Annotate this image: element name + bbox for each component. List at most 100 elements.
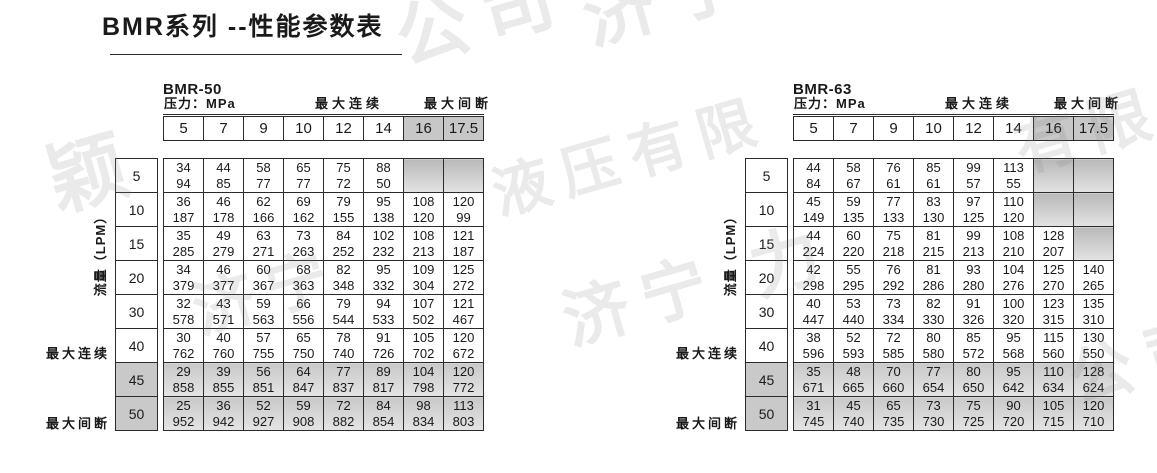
value-bottom: 363 <box>292 277 315 293</box>
value-top: 81 <box>926 227 941 243</box>
data-grid: 34 94 44 85 58 77 65 77 75 72 88 50 36 187 46 178 62 166 6… <box>163 158 484 431</box>
value-top: 99 <box>966 227 981 243</box>
data-cell: 89 817 <box>363 362 404 397</box>
value-bottom: 634 <box>1042 379 1065 395</box>
value-top: 59 <box>296 397 311 413</box>
flow-cell: 30 <box>115 294 158 329</box>
value-top: 60 <box>256 261 271 277</box>
value-top: 29 <box>176 363 191 379</box>
data-cell: 65 735 <box>873 396 914 431</box>
data-cell: 34 379 <box>163 260 204 295</box>
value-top: 44 <box>806 159 821 175</box>
data-cell: 58 77 <box>243 158 284 193</box>
value-bottom: 642 <box>1002 379 1025 395</box>
value-bottom: 280 <box>962 277 985 293</box>
value-bottom: 855 <box>212 379 235 395</box>
value-top: 108 <box>1002 227 1025 243</box>
value-top: 59 <box>846 193 861 209</box>
watermark-text: 公司 <box>386 0 579 81</box>
data-cell: 73 263 <box>283 226 324 261</box>
data-cell: 31 745 <box>793 396 834 431</box>
value-top: 123 <box>1042 295 1065 311</box>
value-top: 45 <box>846 397 861 413</box>
value-bottom: 187 <box>172 209 195 225</box>
max-intermittent-row-label: 最大间断 <box>675 416 740 431</box>
value-bottom: 560 <box>1042 345 1065 361</box>
flow-cell: 45 <box>745 362 788 397</box>
data-cell: 49 279 <box>203 226 244 261</box>
data-cell <box>1073 158 1114 193</box>
data-cell: 120 99 <box>443 192 484 227</box>
value-bottom: 155 <box>332 209 355 225</box>
pressure-header-line: 压力：MPa 最大连续 最大间断 <box>793 96 1118 115</box>
value-bottom: 271 <box>252 243 275 259</box>
data-cell: 72 585 <box>873 328 914 363</box>
data-cell: 95 332 <box>363 260 404 295</box>
data-cell: 35 285 <box>163 226 204 261</box>
value-bottom: 672 <box>452 345 475 361</box>
data-cell: 69 162 <box>283 192 324 227</box>
data-cell: 76 292 <box>873 260 914 295</box>
value-bottom: 854 <box>372 413 395 429</box>
data-cell: 40 760 <box>203 328 244 363</box>
table-row: 40 447 53 440 73 334 82 330 91 326 100 320 123 315 135… <box>793 294 1114 329</box>
data-cell: 36 942 <box>203 396 244 431</box>
value-bottom: 232 <box>372 243 395 259</box>
data-cell: 120 672 <box>443 328 484 363</box>
data-cell: 82 348 <box>323 260 364 295</box>
pressure-cell: 7 <box>203 116 244 141</box>
model-label: BMR-63 <box>793 81 852 98</box>
flow-cell: 20 <box>115 260 158 295</box>
data-cell: 79 155 <box>323 192 364 227</box>
value-bottom: 304 <box>412 277 435 293</box>
data-cell: 46 377 <box>203 260 244 295</box>
watermark-text: 济宁 <box>573 0 765 61</box>
flow-cell: 45 <box>115 362 158 397</box>
data-cell: 83 130 <box>913 192 954 227</box>
value-bottom: 252 <box>332 243 355 259</box>
value-top: 32 <box>176 295 191 311</box>
value-top: 58 <box>256 159 271 175</box>
flow-cell: 5 <box>745 158 788 193</box>
value-bottom: 120 <box>412 209 435 225</box>
data-cell: 59 908 <box>283 396 324 431</box>
flow-cell: 15 <box>115 226 158 261</box>
value-bottom: 210 <box>1002 243 1025 259</box>
data-cell: 98 834 <box>403 396 444 431</box>
value-bottom: 218 <box>882 243 905 259</box>
value-bottom: 61 <box>926 175 941 191</box>
pressure-cell: 10 <box>283 116 324 141</box>
data-cell: 43 571 <box>203 294 244 329</box>
value-bottom: 735 <box>882 413 905 429</box>
value-bottom: 772 <box>452 379 475 395</box>
max-intermittent-column-label: 最大间断 <box>1053 96 1122 111</box>
flow-cell: 5 <box>115 158 158 193</box>
table-row: 42 298 55 295 76 292 81 286 93 280 104 276 125 270 140… <box>793 260 1114 295</box>
value-bottom: 135 <box>842 209 865 225</box>
value-top: 63 <box>256 227 271 243</box>
value-top: 45 <box>806 193 821 209</box>
bmr-50-table: BMR-50 压力：MPa 最大连续 最大间断 5 7 9 10 12 14 16 17.5 5 10 15… <box>46 80 595 460</box>
value-top: 42 <box>806 261 821 277</box>
table-row: 44 84 58 67 76 61 85 61 99 57 113 55 <box>793 158 1114 193</box>
data-cell: 128 207 <box>1033 226 1074 261</box>
data-cell: 109 304 <box>403 260 444 295</box>
max-intermittent-column-label: 最大间断 <box>423 96 492 111</box>
data-cell: 63 271 <box>243 226 284 261</box>
value-bottom: 837 <box>332 379 355 395</box>
value-bottom: 348 <box>332 277 355 293</box>
data-cell: 113 803 <box>443 396 484 431</box>
value-bottom: 568 <box>1002 345 1025 361</box>
value-top: 88 <box>376 159 391 175</box>
data-cell: 95 568 <box>993 328 1034 363</box>
value-top: 30 <box>176 329 191 345</box>
value-bottom: 130 <box>922 209 945 225</box>
flow-header-column: 5 10 15 20 30 40 45 50 <box>745 158 788 431</box>
data-cell: 68 363 <box>283 260 324 295</box>
value-top: 84 <box>336 227 351 243</box>
data-cell: 94 533 <box>363 294 404 329</box>
value-top: 73 <box>886 295 901 311</box>
data-cell: 30 762 <box>163 328 204 363</box>
table-row: 34 379 46 377 60 367 68 363 82 348 95 332 109 304 125 2… <box>163 260 484 295</box>
value-top: 76 <box>886 159 901 175</box>
